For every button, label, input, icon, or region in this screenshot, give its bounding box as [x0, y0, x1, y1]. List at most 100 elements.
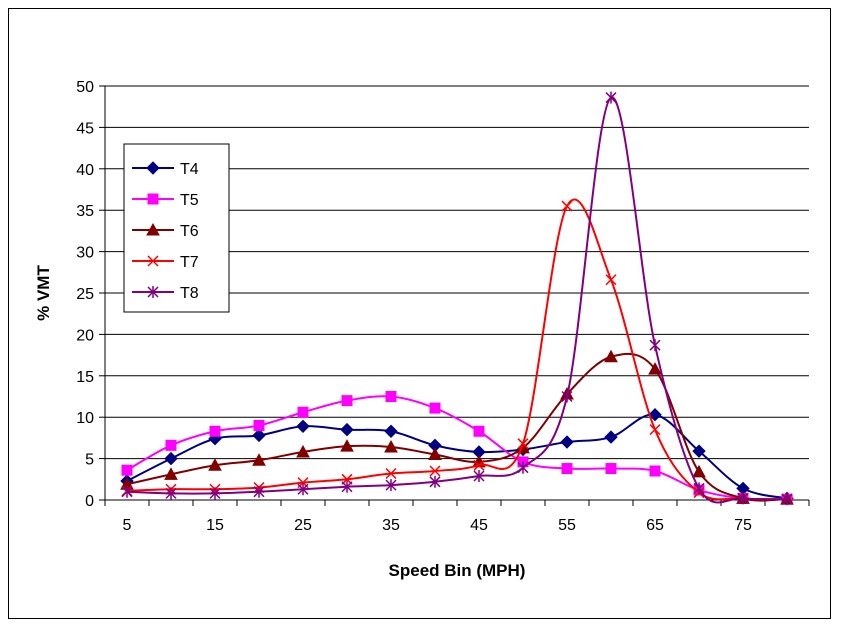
data-point-t5 — [385, 391, 397, 402]
x-axis-title: Speed Bin (MPH) — [389, 561, 526, 580]
legend-item-t4: T4 — [132, 161, 199, 178]
data-point-t6 — [648, 362, 662, 375]
data-point-t7-stroke — [561, 200, 573, 212]
data-point-t7-stroke — [649, 424, 661, 436]
series-line-t5 — [126, 395, 788, 501]
x-tick-label: 75 — [734, 517, 752, 534]
legend-marker-t7 — [147, 255, 159, 267]
data-point-t8 — [165, 487, 177, 500]
data-point-t7 — [473, 459, 485, 471]
legend-marker-t4 — [146, 161, 160, 175]
legend-label-t5: T5 — [180, 192, 199, 209]
data-point-t8 — [341, 480, 353, 493]
data-point-t8 — [561, 390, 573, 403]
data-point-t4 — [384, 424, 398, 438]
data-point-t5 — [341, 395, 353, 407]
series-line-t6 — [126, 352, 788, 502]
x-tick-label: 45 — [470, 517, 488, 534]
data-point-t7 — [605, 274, 617, 286]
y-axis-title: % VMT — [34, 265, 53, 321]
y-tick-label: 20 — [76, 327, 94, 344]
series-lines — [120, 91, 794, 506]
data-point-t5 — [209, 425, 221, 437]
data-point-t4 — [692, 444, 706, 458]
data-point-t8 — [385, 479, 397, 492]
data-point-t6 — [296, 444, 310, 458]
data-point-t7-stroke — [473, 459, 485, 471]
series-t8 — [121, 91, 793, 506]
legend-item-t8: T8 — [132, 285, 199, 302]
legend: T4 T5 T6 T7 T8 — [123, 143, 230, 313]
x-tick-label: 5 — [123, 517, 132, 534]
legend-item-t7: T7 — [132, 254, 199, 271]
data-point-t5 — [561, 463, 573, 475]
data-point-t8 — [297, 483, 309, 496]
line-chart: 0 5 10 15 20 25 30 35 40 45 50 5 15 25 35 45 55 65 75 Spee… — [34, 79, 810, 580]
data-point-t7 — [385, 467, 397, 480]
data-point-t8 — [429, 475, 441, 488]
legend-label-t6: T6 — [180, 223, 199, 240]
data-point-t5 — [297, 406, 309, 418]
data-point-t7-stroke — [429, 465, 441, 477]
y-tick-label: 0 — [85, 493, 94, 510]
x-tick-label: 15 — [206, 517, 224, 534]
legend-marker-t6 — [146, 222, 160, 236]
data-point-t4 — [340, 422, 354, 437]
y-tick-label: 5 — [85, 452, 94, 469]
data-point-t6 — [164, 467, 178, 480]
y-tick-label: 30 — [76, 245, 94, 262]
y-tick-label: 10 — [76, 410, 94, 427]
data-point-t4 — [296, 419, 310, 434]
data-point-t5 — [649, 465, 661, 477]
legend-marker-t5 — [147, 193, 159, 205]
data-point-t8 — [209, 487, 221, 500]
data-point-t6 — [208, 458, 222, 471]
data-point-t8 — [605, 91, 617, 104]
data-point-t5 — [253, 419, 265, 431]
data-point-t4 — [604, 430, 618, 444]
data-point-t7 — [649, 424, 661, 436]
data-point-t4 — [252, 428, 266, 443]
data-point-t8 — [693, 482, 705, 495]
legend-item-t6: T6 — [132, 222, 199, 240]
data-point-t5 — [473, 425, 485, 437]
data-point-t7-stroke — [517, 438, 529, 450]
axes — [99, 85, 810, 506]
data-point-t8 — [649, 339, 661, 352]
data-point-t5 — [165, 439, 177, 451]
y-tick-label: 35 — [76, 203, 94, 220]
data-point-t6 — [252, 453, 266, 466]
data-point-t8 — [517, 461, 529, 474]
data-point-t6 — [340, 439, 354, 452]
legend-label-t7: T7 — [180, 254, 199, 271]
legend-label-t8: T8 — [180, 285, 199, 302]
data-point-t7 — [429, 465, 441, 477]
data-point-t6 — [428, 447, 442, 460]
data-point-t8 — [781, 493, 793, 506]
data-point-t4 — [560, 435, 574, 449]
data-point-t4 — [648, 408, 662, 422]
data-point-t5 — [605, 463, 617, 475]
tick-labels: 0 5 10 15 20 25 30 35 40 45 50 5 15 25 35 45 55 65 75 — [76, 79, 752, 534]
legend-box — [123, 143, 230, 313]
x-tick-label: 35 — [382, 517, 400, 534]
y-tick-label: 45 — [76, 120, 94, 137]
data-point-t7 — [517, 438, 529, 450]
data-point-t8 — [253, 485, 265, 498]
legend-label-t4: T4 — [180, 161, 199, 178]
data-point-t8 — [473, 469, 485, 482]
data-point-t4 — [164, 451, 178, 466]
data-point-t8 — [737, 492, 749, 505]
x-tick-label: 65 — [646, 517, 664, 534]
legend-item-t5: T5 — [132, 192, 199, 209]
data-point-t7-stroke — [605, 274, 617, 286]
data-point-t6 — [384, 439, 398, 453]
data-point-t8 — [121, 485, 133, 498]
data-point-t6 — [604, 349, 618, 363]
y-tick-label: 25 — [76, 286, 94, 303]
y-tick-label: 50 — [76, 79, 94, 96]
data-point-t7-stroke — [385, 467, 397, 480]
legend-marker-t8 — [147, 286, 159, 298]
x-tick-label: 25 — [294, 517, 312, 534]
data-point-t6 — [692, 464, 706, 478]
